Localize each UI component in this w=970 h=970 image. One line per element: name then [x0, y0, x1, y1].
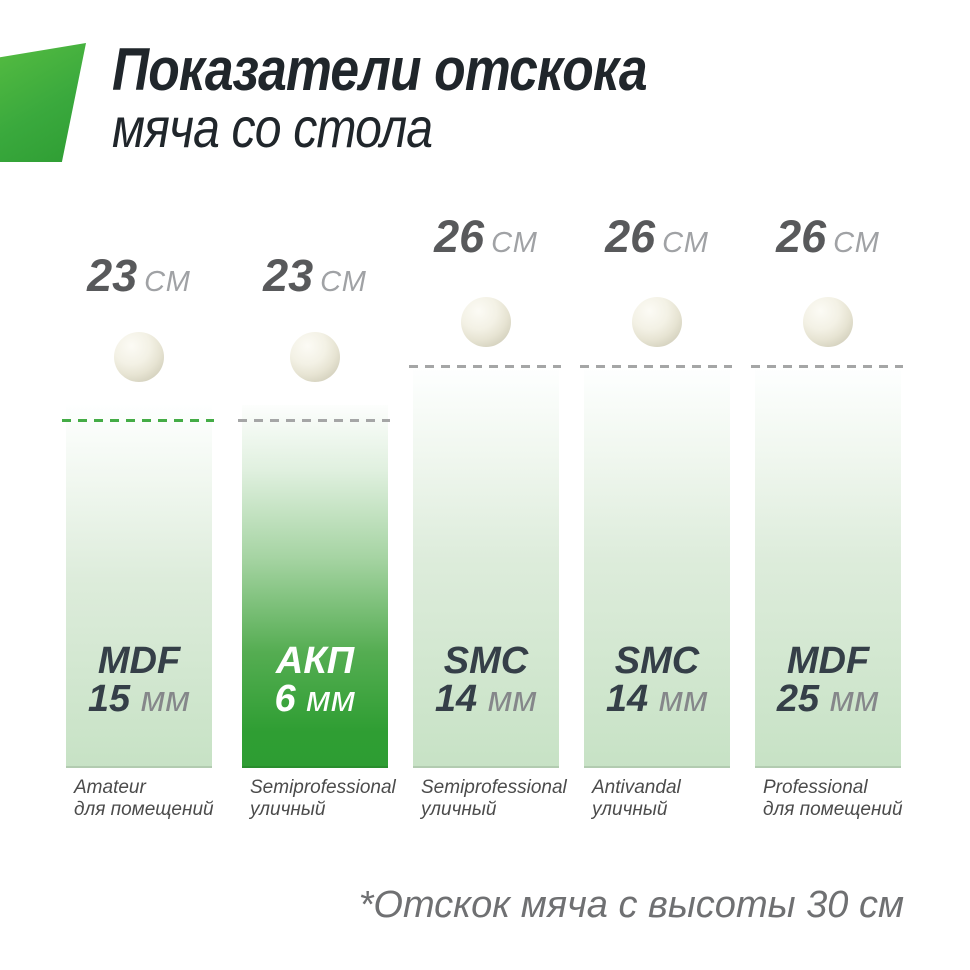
- title-line-2: мяча со стола: [112, 96, 433, 159]
- bar: [238, 405, 390, 768]
- thickness-number: 14: [605, 678, 649, 720]
- footnote: *Отскок мяча с высоты 30 см: [358, 884, 904, 926]
- bounce-number: 26: [605, 211, 656, 262]
- bar-caption: Antivandal уличный: [592, 777, 681, 821]
- material-name: SMC: [614, 640, 700, 682]
- dashed-level-line: [62, 419, 214, 422]
- thickness-unit: мм: [487, 678, 538, 719]
- bar-column-mdf-15: 23 СМ MDF 15 мм Amateur для помещений: [62, 200, 214, 860]
- bounce-number: 26: [776, 211, 827, 262]
- material-thickness: 14 мм: [584, 680, 730, 718]
- thickness-number: 25: [776, 678, 820, 720]
- brand-green-shape: [0, 43, 86, 162]
- bar: [409, 365, 561, 768]
- ball-icon: [290, 332, 340, 382]
- bounce-number: 26: [434, 211, 485, 262]
- bounce-value-label: 23 СМ: [242, 250, 388, 302]
- bounce-unit: СМ: [144, 266, 191, 298]
- dashed-level-line: [751, 365, 903, 368]
- thickness-unit: мм: [140, 678, 191, 719]
- material-name: SMC: [443, 640, 529, 682]
- material-label: MDF 15 мм: [66, 640, 212, 718]
- ball-icon: [632, 297, 682, 347]
- bar: [580, 365, 732, 768]
- bounce-number: 23: [263, 250, 314, 301]
- ball-icon: [114, 332, 164, 382]
- caption-usage: уличный: [421, 799, 497, 820]
- material-name: АКП: [275, 640, 355, 682]
- bounce-number: 23: [87, 250, 138, 301]
- title-line-1: Показатели отскока: [112, 36, 648, 103]
- bar-caption: Amateur для помещений: [74, 777, 214, 821]
- caption-usage: уличный: [592, 799, 668, 820]
- dashed-level-line: [409, 365, 561, 368]
- bounce-value-label: 26 СМ: [584, 211, 730, 263]
- material-label: MDF 25 мм: [755, 640, 901, 718]
- bounce-value-label: 23 СМ: [66, 250, 212, 302]
- dashed-level-line: [238, 419, 390, 422]
- bar-caption: Semiprofessional уличный: [250, 777, 396, 821]
- bounce-value-label: 26 СМ: [413, 211, 559, 263]
- bar: [751, 365, 903, 768]
- page-title: Показатели отскока мяча со стола: [112, 40, 734, 156]
- dashed-level-line: [580, 365, 732, 368]
- material-name: MDF: [97, 640, 181, 682]
- material-name: MDF: [786, 640, 870, 682]
- material-thickness: 25 мм: [755, 680, 901, 718]
- material-label: SMC 14 мм: [413, 640, 559, 718]
- thickness-number: 14: [434, 678, 478, 720]
- caption-grade: Professional: [763, 777, 868, 798]
- bounce-value-label: 26 СМ: [755, 211, 901, 263]
- bounce-unit: СМ: [320, 266, 367, 298]
- bar-column-smc-14-a: 26 СМ SMC 14 мм Semiprofessional уличный: [409, 200, 567, 860]
- thickness-unit: мм: [829, 678, 880, 719]
- caption-grade: Semiprofessional: [250, 777, 396, 798]
- bar-column-mdf-25: 26 СМ MDF 25 мм Professional для помещени…: [751, 200, 903, 860]
- caption-grade: Antivandal: [592, 777, 681, 798]
- thickness-unit: мм: [306, 678, 356, 719]
- ball-icon: [461, 297, 511, 347]
- material-label: АКП 6 мм: [242, 640, 388, 718]
- caption-usage: для помещений: [763, 799, 903, 820]
- caption-usage: уличный: [250, 799, 326, 820]
- caption-grade: Amateur: [74, 777, 146, 798]
- bounce-unit: СМ: [833, 227, 880, 259]
- bar-caption: Semiprofessional уличный: [421, 777, 567, 821]
- material-label: SMC 14 мм: [584, 640, 730, 718]
- thickness-number: 6: [274, 678, 296, 720]
- ball-icon: [803, 297, 853, 347]
- bounce-unit: СМ: [491, 227, 538, 259]
- bar-caption: Professional для помещений: [763, 777, 903, 821]
- material-thickness: 14 мм: [413, 680, 559, 718]
- caption-usage: для помещений: [74, 799, 214, 820]
- material-thickness: 6 мм: [242, 680, 388, 718]
- caption-grade: Semiprofessional: [421, 777, 567, 798]
- material-thickness: 15 мм: [66, 680, 212, 718]
- thickness-unit: мм: [658, 678, 709, 719]
- bar-column-smc-14-b: 26 СМ SMC 14 мм Antivandal уличный: [580, 200, 732, 860]
- bar: [62, 405, 214, 768]
- bar-column-akp-6: 23 СМ АКП 6 мм Semiprofessional уличный: [238, 200, 396, 860]
- thickness-number: 15: [87, 678, 131, 720]
- bounce-unit: СМ: [662, 227, 709, 259]
